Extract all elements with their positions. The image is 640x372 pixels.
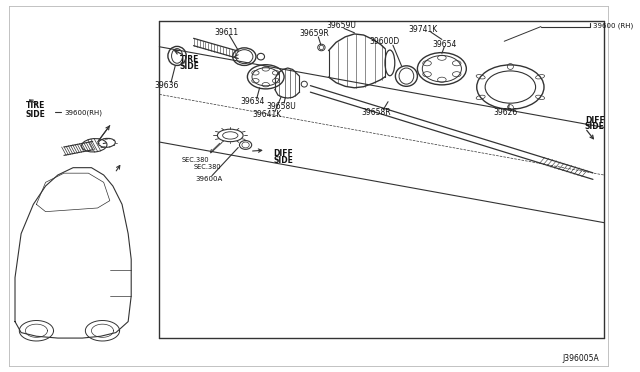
Text: DIFF: DIFF bbox=[585, 116, 605, 125]
Text: 39741K: 39741K bbox=[409, 25, 438, 33]
Text: 39659U: 39659U bbox=[326, 21, 356, 30]
Text: SIDE: SIDE bbox=[585, 122, 605, 131]
Text: 39659R: 39659R bbox=[300, 29, 330, 38]
Text: DIFF: DIFF bbox=[273, 149, 293, 158]
Text: 39641K: 39641K bbox=[252, 110, 282, 119]
Text: TIRE: TIRE bbox=[26, 101, 45, 110]
Text: 39658R: 39658R bbox=[361, 108, 390, 117]
Text: 39600(RH): 39600(RH) bbox=[64, 109, 102, 116]
Text: TIRE: TIRE bbox=[180, 55, 199, 64]
Text: SEC.380: SEC.380 bbox=[194, 164, 221, 170]
Text: 39634: 39634 bbox=[240, 97, 264, 106]
Text: SIDE: SIDE bbox=[25, 110, 45, 119]
Text: 39600A: 39600A bbox=[195, 176, 223, 182]
Text: 39600 (RH): 39600 (RH) bbox=[593, 23, 633, 29]
Text: 39636: 39636 bbox=[154, 81, 179, 90]
Text: 39600D: 39600D bbox=[370, 38, 400, 46]
Text: SEC.380: SEC.380 bbox=[182, 157, 209, 163]
Text: 39611: 39611 bbox=[214, 28, 238, 36]
Text: 39654: 39654 bbox=[432, 40, 456, 49]
Text: SIDE: SIDE bbox=[273, 156, 293, 165]
Text: 39626: 39626 bbox=[493, 108, 518, 117]
Text: SIDE: SIDE bbox=[179, 62, 199, 71]
Text: 39658U: 39658U bbox=[266, 102, 296, 110]
Text: J396005A: J396005A bbox=[563, 354, 599, 363]
